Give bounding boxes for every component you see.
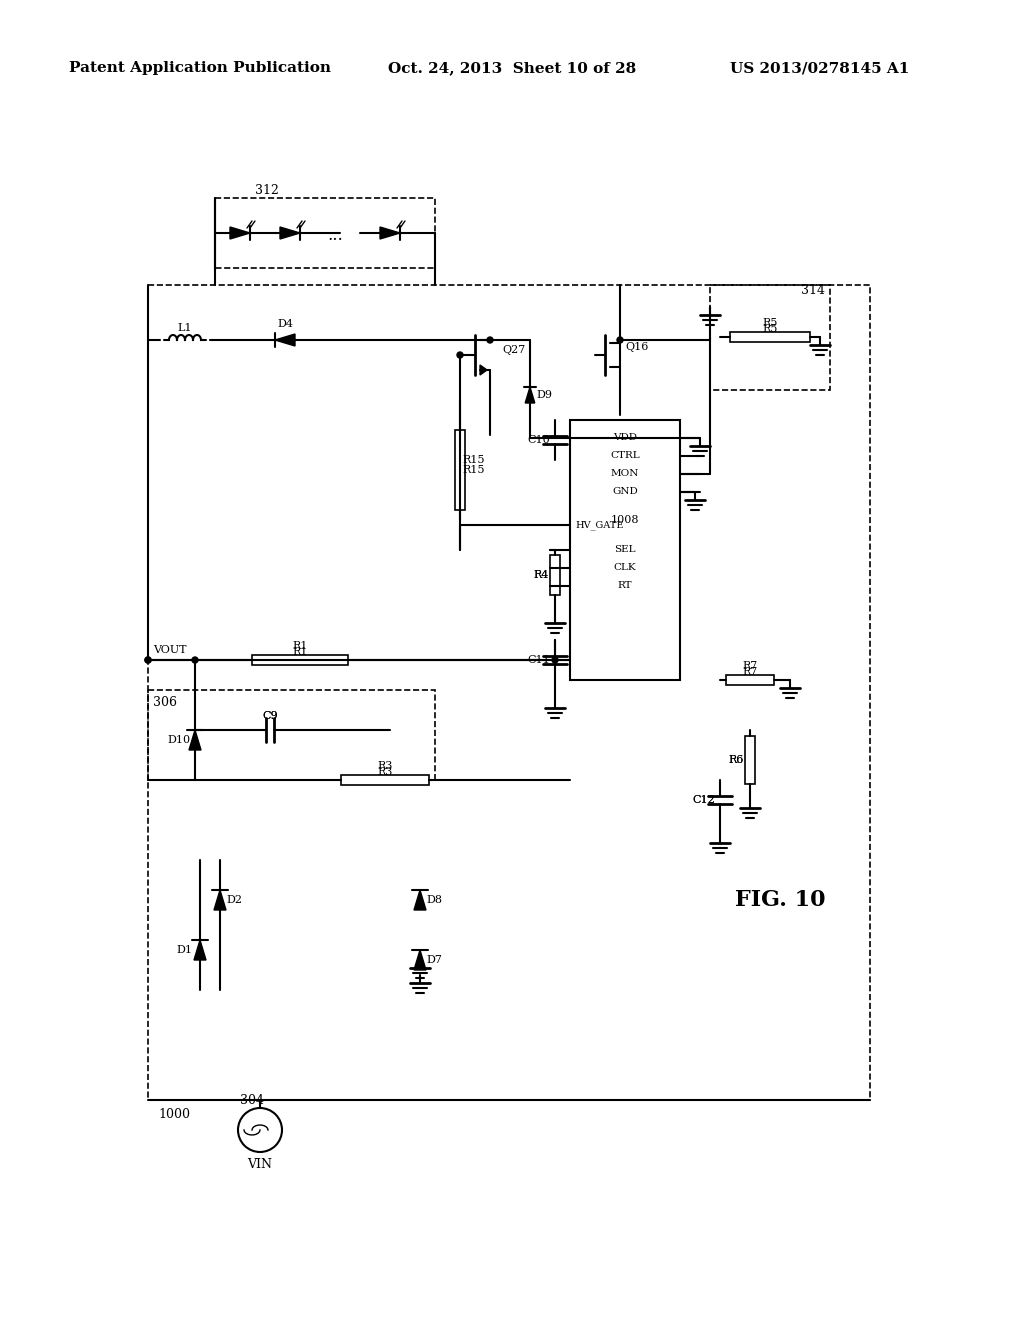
Text: ...: ... bbox=[327, 227, 343, 243]
Text: R1: R1 bbox=[292, 647, 307, 657]
Text: R6: R6 bbox=[728, 755, 743, 766]
Text: R4: R4 bbox=[534, 570, 549, 579]
Text: GND: GND bbox=[612, 487, 638, 496]
Bar bbox=[148, 285, 870, 1100]
Text: D2: D2 bbox=[226, 895, 242, 906]
Text: 1008: 1008 bbox=[610, 515, 639, 525]
Text: C10: C10 bbox=[527, 436, 550, 445]
Polygon shape bbox=[525, 387, 535, 403]
Circle shape bbox=[193, 657, 198, 663]
Text: R7: R7 bbox=[742, 667, 758, 677]
Text: Oct. 24, 2013  Sheet 10 of 28: Oct. 24, 2013 Sheet 10 of 28 bbox=[388, 61, 636, 75]
Polygon shape bbox=[480, 366, 487, 375]
Bar bbox=[745, 737, 755, 784]
Text: CLK: CLK bbox=[613, 564, 636, 573]
Polygon shape bbox=[194, 940, 206, 960]
Text: FIG. 10: FIG. 10 bbox=[735, 888, 825, 911]
Text: R3: R3 bbox=[377, 762, 392, 771]
Text: Q16: Q16 bbox=[625, 342, 648, 352]
Text: US 2013/0278145 A1: US 2013/0278145 A1 bbox=[730, 61, 909, 75]
Text: C9: C9 bbox=[262, 711, 278, 721]
Text: D9: D9 bbox=[536, 389, 552, 400]
Text: 304: 304 bbox=[240, 1093, 264, 1106]
Text: R15: R15 bbox=[463, 455, 485, 465]
Text: R7: R7 bbox=[742, 661, 758, 671]
Bar bbox=[252, 655, 348, 665]
Polygon shape bbox=[230, 227, 250, 239]
Text: HV_GATE: HV_GATE bbox=[575, 520, 625, 529]
Polygon shape bbox=[275, 334, 295, 346]
Bar bbox=[570, 420, 680, 680]
Bar bbox=[148, 690, 435, 780]
Bar bbox=[710, 285, 830, 389]
Polygon shape bbox=[280, 227, 300, 239]
Text: Patent Application Publication: Patent Application Publication bbox=[69, 61, 331, 75]
Text: CTRL: CTRL bbox=[610, 451, 640, 461]
Text: R3: R3 bbox=[377, 767, 392, 777]
Text: VDD: VDD bbox=[613, 433, 637, 442]
Circle shape bbox=[145, 657, 151, 663]
Text: R5: R5 bbox=[762, 323, 777, 334]
Text: R1: R1 bbox=[292, 642, 307, 651]
Text: 314: 314 bbox=[801, 284, 825, 297]
Bar bbox=[341, 775, 429, 785]
Text: 312: 312 bbox=[255, 183, 279, 197]
Text: R6: R6 bbox=[728, 755, 743, 766]
Text: D8: D8 bbox=[426, 895, 442, 906]
Text: C9: C9 bbox=[262, 711, 278, 721]
Polygon shape bbox=[414, 950, 426, 970]
Text: RT: RT bbox=[617, 582, 632, 590]
Text: VIN: VIN bbox=[248, 1159, 272, 1172]
Circle shape bbox=[487, 337, 493, 343]
Bar bbox=[215, 198, 435, 268]
Bar bbox=[726, 675, 774, 685]
Text: Q27: Q27 bbox=[502, 345, 525, 355]
Polygon shape bbox=[414, 890, 426, 909]
Bar bbox=[550, 554, 560, 595]
Circle shape bbox=[457, 352, 463, 358]
Text: SEL: SEL bbox=[614, 545, 636, 554]
Text: R15: R15 bbox=[463, 465, 485, 475]
Text: D4: D4 bbox=[278, 319, 293, 329]
Text: R5: R5 bbox=[762, 318, 777, 327]
Polygon shape bbox=[380, 227, 400, 239]
Text: 306: 306 bbox=[153, 696, 177, 709]
Circle shape bbox=[552, 657, 558, 663]
Bar bbox=[730, 333, 810, 342]
Text: D7: D7 bbox=[426, 954, 442, 965]
Text: C11: C11 bbox=[527, 655, 550, 665]
Polygon shape bbox=[214, 890, 226, 909]
Text: 1000: 1000 bbox=[158, 1109, 190, 1122]
Text: L1: L1 bbox=[178, 323, 193, 333]
Text: D10: D10 bbox=[168, 735, 190, 744]
Text: C12: C12 bbox=[692, 795, 716, 805]
Bar bbox=[455, 430, 465, 510]
Polygon shape bbox=[189, 730, 201, 750]
Text: MON: MON bbox=[610, 470, 639, 479]
Text: C12: C12 bbox=[692, 795, 716, 805]
Text: R4: R4 bbox=[534, 570, 549, 579]
Text: VOUT: VOUT bbox=[153, 645, 186, 655]
Circle shape bbox=[145, 657, 151, 663]
Text: D1: D1 bbox=[176, 945, 193, 954]
Circle shape bbox=[617, 337, 623, 343]
